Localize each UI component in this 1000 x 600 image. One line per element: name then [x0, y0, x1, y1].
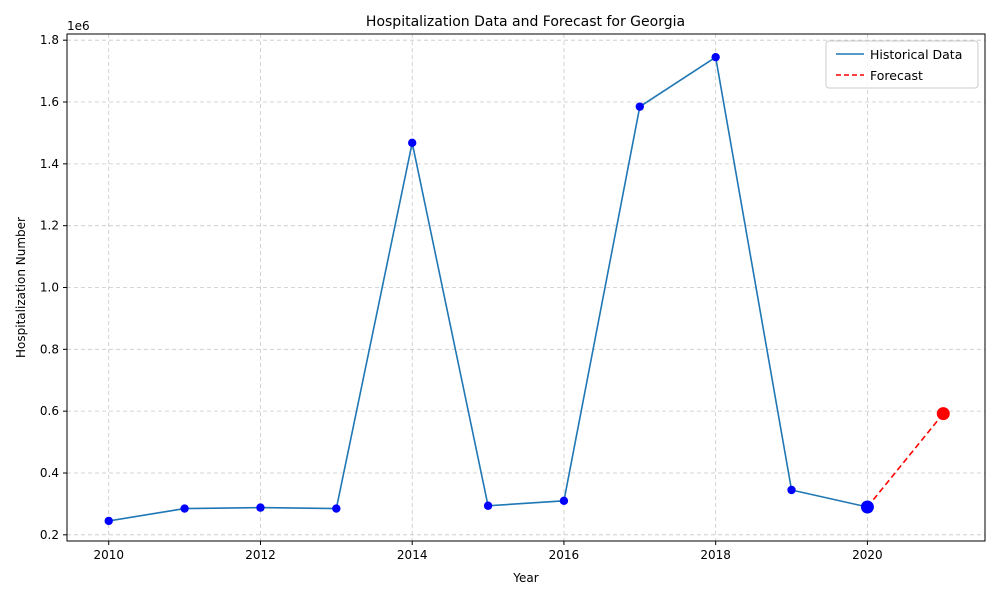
legend: Historical Data Forecast [825, 40, 979, 89]
historical-point [332, 504, 341, 513]
forecast-point [936, 407, 950, 421]
y-tick-label: 0.6 [40, 404, 59, 418]
y-tick-label: 1.6 [40, 95, 59, 109]
historical-point [256, 503, 265, 512]
series-lines [108, 55, 944, 522]
historical-point [483, 501, 493, 510]
y-tick-label: 0.8 [40, 342, 59, 356]
forecast-line [866, 413, 944, 508]
historical-point [180, 504, 189, 513]
y-tick-label: 1.2 [40, 219, 59, 233]
historical-point [407, 138, 417, 148]
y-axis-title: Hospitalization Number [14, 217, 28, 358]
y-tick-label: 1.0 [40, 281, 59, 295]
y-tick-label: 0.2 [40, 528, 59, 542]
x-axis-title: Year [512, 571, 538, 585]
legend-historical-label: Historical Data [870, 47, 962, 62]
historical-line [108, 55, 868, 522]
axis-ticks: 2010 2012 2014 2016 2018 2020 0.2 0.4 0.6 0.8 1.0 1… [40, 33, 883, 562]
y-offset-label: 1e6 [67, 19, 90, 33]
y-tick-label: 0.4 [40, 466, 59, 480]
x-tick-label: 2016 [549, 548, 580, 562]
data-points [104, 52, 950, 526]
x-tick-label: 2010 [93, 548, 124, 562]
legend-box [825, 40, 979, 89]
historical-point [711, 52, 720, 62]
x-tick-label: 2018 [700, 548, 731, 562]
historical-point [104, 516, 113, 526]
historical-point [635, 102, 645, 111]
legend-forecast-label: Forecast [870, 68, 923, 83]
x-tick-label: 2020 [852, 548, 883, 562]
historical-point [559, 496, 569, 506]
y-tick-label: 1.8 [40, 33, 59, 47]
x-tick-label: 2012 [245, 548, 276, 562]
plot-frame [66, 33, 986, 542]
y-tick-label: 1.4 [40, 157, 59, 171]
x-tick-label: 2014 [397, 548, 428, 562]
last-observed-point [860, 500, 874, 514]
grid [67, 34, 985, 541]
historical-point [787, 485, 796, 495]
chart-title: Hospitalization Data and Forecast for Ge… [366, 14, 685, 30]
